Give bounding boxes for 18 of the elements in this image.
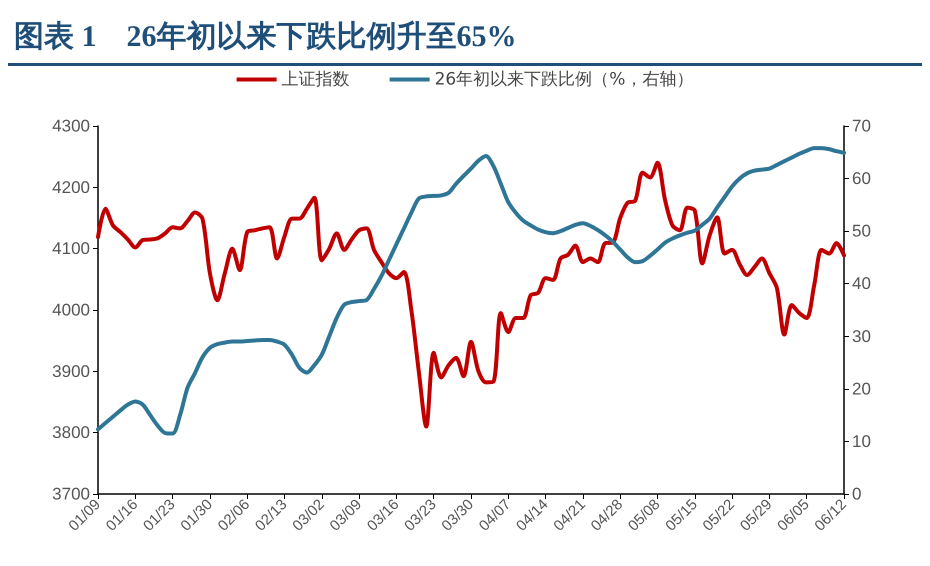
y2-tick-label: 30 — [852, 326, 871, 346]
y-tick-label: 3900 — [52, 362, 90, 381]
y-tick-label: 4200 — [52, 178, 90, 197]
y2-tick-label: 60 — [852, 169, 871, 188]
y2-tick-label: 70 — [852, 116, 871, 136]
y2-tick-label: 40 — [852, 274, 871, 294]
y-tick-label: 4300 — [52, 116, 90, 136]
y2-tick-label: 10 — [852, 432, 871, 451]
y2-tick-label: 0 — [852, 484, 862, 504]
y2-tick-label: 50 — [852, 222, 871, 241]
y-tick-label: 4100 — [52, 239, 90, 258]
y-tick-label: 3800 — [52, 423, 90, 442]
y-tick-label: 4000 — [52, 300, 90, 320]
legend-label: 26年初以来下跌比例（%，右轴） — [434, 70, 694, 90]
y-tick-label: 3700 — [52, 484, 90, 504]
legend-label: 上证指数 — [282, 70, 350, 90]
y2-tick-label: 20 — [852, 379, 871, 398]
chart-title: 图表 1 26年初以来下跌比例升至65% — [8, 8, 922, 66]
